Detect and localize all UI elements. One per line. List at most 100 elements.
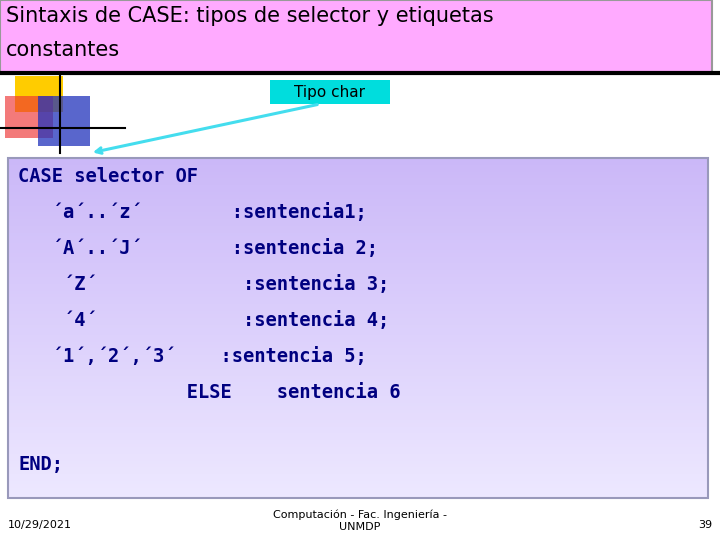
Bar [8, 474, 708, 478]
Bar [8, 188, 708, 193]
Bar [8, 304, 708, 308]
Bar [8, 270, 708, 274]
Bar [8, 450, 708, 455]
Bar [8, 308, 708, 312]
Bar [8, 403, 708, 407]
Bar [8, 471, 708, 475]
Bar [8, 325, 708, 329]
Bar [8, 216, 708, 220]
Bar [8, 240, 708, 244]
Bar [8, 206, 708, 210]
Bar [8, 219, 708, 224]
Bar [8, 491, 708, 495]
Bar [8, 172, 708, 176]
Bar [8, 175, 708, 179]
Bar [8, 382, 708, 387]
Bar [8, 416, 708, 421]
Bar [8, 366, 708, 369]
Text: Tipo char: Tipo char [294, 84, 366, 99]
Bar [8, 250, 708, 254]
Bar [8, 212, 708, 217]
Bar [8, 468, 708, 471]
Bar [8, 243, 708, 247]
Bar [8, 481, 708, 485]
Bar [8, 464, 708, 468]
Bar [8, 345, 708, 349]
Text: 10/29/2021: 10/29/2021 [8, 520, 72, 530]
Bar [8, 311, 708, 315]
Bar [8, 359, 708, 363]
Bar [8, 457, 708, 461]
Bar [8, 226, 708, 230]
Bar [8, 437, 708, 441]
Bar [8, 256, 708, 261]
Bar [8, 321, 708, 326]
Bar [8, 298, 708, 302]
Bar [8, 352, 708, 356]
Bar [8, 192, 708, 196]
Bar [8, 301, 708, 305]
Bar [8, 236, 708, 240]
Bar [8, 168, 708, 172]
Bar [8, 454, 708, 458]
Bar [8, 202, 708, 206]
Bar [8, 178, 708, 183]
Bar [8, 158, 708, 498]
Bar [8, 294, 708, 298]
Bar [8, 222, 708, 227]
Bar [8, 328, 708, 332]
Bar [8, 338, 708, 342]
Bar [8, 260, 708, 264]
Bar [8, 264, 708, 268]
Bar [8, 195, 708, 200]
Bar [8, 209, 708, 213]
Bar [5, 96, 53, 138]
Text: END;: END; [18, 455, 63, 474]
Text: Sintaxis de CASE: tipos de selector y etiquetas: Sintaxis de CASE: tipos de selector y et… [6, 6, 494, 26]
Bar [8, 430, 708, 434]
Bar [8, 400, 708, 403]
Text: 39: 39 [698, 520, 712, 530]
Bar [8, 287, 708, 292]
Bar [8, 443, 708, 448]
Text: Computación - Fac. Ingeniería -
UNMDP: Computación - Fac. Ingeniería - UNMDP [273, 510, 447, 532]
Bar [8, 291, 708, 295]
Bar [8, 434, 708, 437]
Bar [8, 420, 708, 424]
Bar [8, 386, 708, 390]
Bar [8, 461, 708, 465]
Text: ´A´..´J´        :sentencia 2;: ´A´..´J´ :sentencia 2; [18, 239, 378, 258]
Bar [8, 335, 708, 339]
Text: ELSE    sentencia 6: ELSE sentencia 6 [18, 383, 400, 402]
Bar [8, 165, 708, 169]
Bar [8, 477, 708, 482]
Bar [8, 253, 708, 258]
Bar [8, 161, 708, 166]
Bar [8, 185, 708, 190]
Text: CASE selector OF: CASE selector OF [18, 167, 198, 186]
Bar [8, 427, 708, 431]
Bar [8, 372, 708, 376]
Bar [8, 280, 708, 285]
Bar [8, 369, 708, 373]
Bar [38, 96, 90, 146]
Bar [8, 423, 708, 427]
Bar [8, 267, 708, 271]
Bar [8, 355, 708, 360]
Text: ´4´             :sentencia 4;: ´4´ :sentencia 4; [18, 311, 390, 330]
Bar [8, 376, 708, 380]
Bar [8, 342, 708, 346]
Bar [8, 447, 708, 451]
Text: constantes: constantes [6, 40, 120, 60]
Bar [8, 440, 708, 444]
Bar [8, 274, 708, 278]
Bar [8, 406, 708, 410]
Bar [8, 230, 708, 234]
Bar [0, 0, 712, 73]
Bar [15, 76, 63, 112]
Bar [8, 410, 708, 414]
Bar [8, 362, 708, 366]
Bar [8, 393, 708, 397]
Bar [8, 284, 708, 288]
Bar [8, 488, 708, 492]
